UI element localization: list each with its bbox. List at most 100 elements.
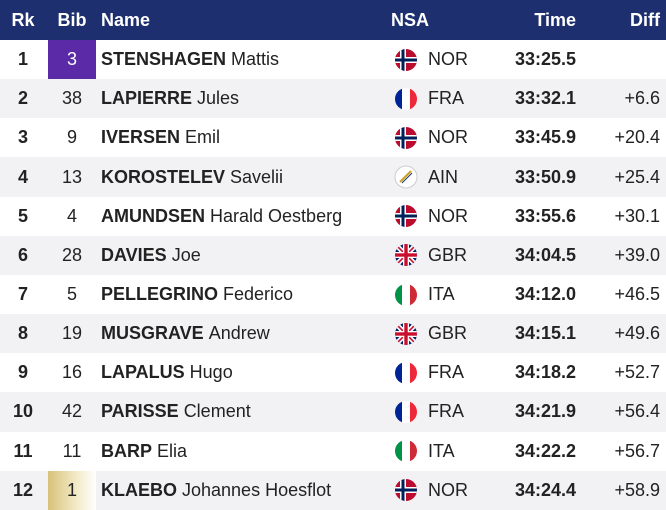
result-row: 4 13 KOROSTELEV Savelii AIN 33:50.9 +25.4 [0, 157, 666, 197]
rank: 11 [13, 440, 33, 461]
nsa: FRA [428, 88, 464, 109]
flag [390, 432, 422, 471]
header-cell: Rk [11, 9, 35, 30]
flag [390, 157, 422, 196]
nsa: NOR [428, 205, 468, 226]
nsa: FRA [428, 362, 464, 383]
flag-icon [395, 126, 417, 149]
athlete-name: BARP Elia [101, 432, 187, 471]
flag-icon [395, 205, 417, 228]
surname: AMUNDSEN [101, 205, 206, 226]
bib: 16 [61, 362, 83, 383]
header-row: Rk Bib Name NSA Time Diff [0, 0, 666, 40]
diff: +20.4 [614, 127, 660, 148]
athlete-name: PARISSE Clement [101, 392, 251, 431]
flag-icon [395, 283, 417, 306]
surname: MUSGRAVE [101, 323, 204, 344]
header-cell: Name [101, 9, 151, 30]
athlete-name: KLAEBO Johannes Hoesflot [101, 471, 331, 510]
flag [390, 471, 422, 510]
nsa: FRA [428, 401, 464, 422]
rank: 9 [17, 362, 28, 383]
rank: 3 [17, 127, 28, 148]
rank: 6 [17, 244, 28, 265]
result-row: 12 1 KLAEBO Johannes Hoesflot NOR 34:24.4 +58.… [0, 470, 666, 510]
diff: +46.5 [614, 284, 660, 305]
given-name: Jules [197, 88, 240, 109]
nsa: GBR [428, 244, 468, 265]
surname: LAPALUS [101, 362, 185, 383]
athlete-name: LAPIERRE Jules [101, 79, 239, 118]
rank: 10 [12, 401, 34, 422]
time: 34:24.4 [514, 479, 576, 500]
given-name: Harald Oestberg [210, 205, 343, 226]
athlete-name: AMUNDSEN Harald Oestberg [101, 197, 342, 236]
flag [390, 79, 422, 118]
given-name: Clement [183, 401, 251, 422]
diff: +58.9 [614, 479, 660, 500]
surname: IVERSEN [101, 127, 181, 148]
flag-icon [395, 479, 417, 502]
flag-icon [395, 361, 417, 384]
flag [390, 314, 422, 353]
rank: 4 [17, 166, 28, 187]
athlete-name: PELLEGRINO Federico [101, 275, 293, 314]
athlete-name: STENSHAGEN Mattis [101, 40, 279, 79]
time: 34:21.9 [514, 401, 576, 422]
bib: 19 [61, 323, 83, 344]
given-name: Hugo [189, 362, 233, 383]
diff: +25.4 [614, 166, 660, 187]
rank: 1 [17, 49, 28, 70]
surname: LAPIERRE [101, 88, 193, 109]
flag [390, 392, 422, 431]
nsa: GBR [428, 323, 468, 344]
nsa: ITA [428, 284, 455, 305]
surname: PELLEGRINO [101, 284, 219, 305]
result-row: 7 5 PELLEGRINO Federico ITA 34:12.0 +46.5 [0, 275, 666, 314]
flag-icon [395, 400, 417, 423]
flag-icon [395, 322, 417, 345]
time: 33:50.9 [514, 166, 576, 187]
diff: +52.7 [614, 362, 660, 383]
bib: 38 [61, 88, 83, 109]
athlete-name: DAVIES Joe [101, 236, 201, 275]
bib: 3 [48, 40, 96, 80]
flag-icon [395, 244, 417, 267]
time: 34:18.2 [514, 362, 576, 383]
given-name: Johannes Hoesflot [182, 479, 332, 500]
flag-icon [394, 165, 418, 189]
diff: +39.0 [614, 244, 660, 265]
athlete-name: LAPALUS Hugo [101, 353, 233, 392]
header-cell: NSA [391, 9, 430, 30]
flag-icon [395, 87, 417, 110]
result-row: 9 16 LAPALUS Hugo FRA 34:18.2 +52.7 [0, 353, 666, 392]
time: 34:22.2 [514, 440, 576, 461]
result-row: 10 42 PARISSE Clement FRA 34:21.9 +56.4 [0, 392, 666, 432]
time: 33:32.1 [514, 88, 576, 109]
diff: +30.1 [614, 205, 660, 226]
flag [390, 40, 422, 79]
given-name: Joe [171, 244, 201, 265]
rank: 5 [17, 205, 28, 226]
given-name: Savelii [230, 166, 284, 187]
surname: DAVIES [101, 244, 167, 265]
given-name: Emil [185, 127, 221, 148]
given-name: Andrew [208, 323, 270, 344]
header-cell: Bib [57, 9, 87, 30]
time: 33:55.6 [514, 205, 576, 226]
header-cell: Diff [630, 9, 660, 30]
result-row: 3 9 IVERSEN Emil NOR 33:45.9 +20.4 [0, 118, 666, 157]
time: 33:45.9 [514, 127, 576, 148]
result-row: 6 28 DAVIES Joe GBR 34:04.5 +39.0 [0, 235, 666, 275]
bib: 1 [48, 470, 96, 510]
surname: STENSHAGEN [101, 49, 227, 70]
time: 34:04.5 [514, 244, 576, 265]
nsa: NOR [428, 127, 468, 148]
result-row: 5 4 AMUNDSEN Harald Oestberg NOR 33:55.6 +30.1 [0, 197, 666, 236]
surname: BARP [101, 440, 153, 461]
bib: 5 [66, 284, 77, 305]
athlete-name: MUSGRAVE Andrew [101, 314, 270, 353]
time: 34:15.1 [514, 323, 576, 344]
diff: +56.7 [614, 440, 660, 461]
